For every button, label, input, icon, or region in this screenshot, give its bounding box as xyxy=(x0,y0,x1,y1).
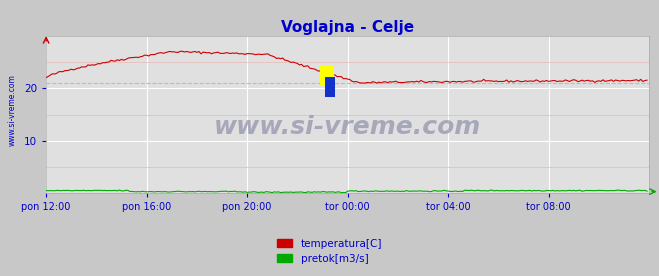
Legend: temperatura[C], pretok[m3/s]: temperatura[C], pretok[m3/s] xyxy=(273,235,386,268)
FancyBboxPatch shape xyxy=(320,66,333,86)
Text: www.si-vreme.com: www.si-vreme.com xyxy=(8,75,17,146)
Title: Voglajna - Celje: Voglajna - Celje xyxy=(281,20,415,35)
FancyBboxPatch shape xyxy=(326,77,335,97)
Text: www.si-vreme.com: www.si-vreme.com xyxy=(214,115,481,139)
